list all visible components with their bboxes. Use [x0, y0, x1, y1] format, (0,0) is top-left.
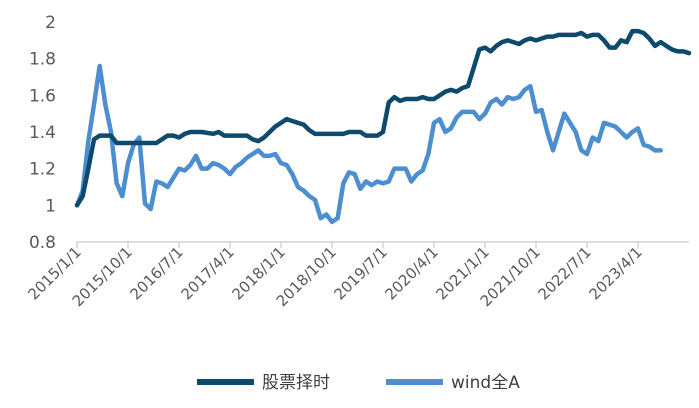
x-tick-label: 2020/4/1 [381, 243, 441, 303]
y-tick-label: 1.8 [29, 50, 56, 70]
x-tick-label: 2023/4/1 [585, 243, 645, 303]
series-line-1 [74, 28, 692, 208]
series-line-2 [74, 63, 663, 225]
legend: 股票择时 wind全A [197, 373, 520, 393]
y-tick-label: 2 [45, 13, 56, 33]
x-tick-label: 2017/4/1 [177, 243, 237, 303]
x-axis: 2015/1/12015/10/12016/7/12017/4/12018/1/… [24, 241, 689, 310]
y-tick-label: 0.8 [29, 233, 56, 253]
y-tick-label: 1.2 [29, 160, 56, 180]
x-tick-label: 2022/7/1 [534, 243, 594, 303]
series-layer [74, 28, 692, 225]
y-tick-label: 1 [45, 196, 56, 216]
legend-label-series-2: wind全A [451, 373, 520, 393]
y-tick-label: 1.6 [29, 86, 56, 106]
y-tick-label: 1.4 [29, 123, 56, 143]
legend-label-series-1: 股票择时 [262, 373, 330, 393]
x-tick-label: 2016/7/1 [126, 243, 186, 303]
x-tick-label: 2019/7/1 [330, 243, 390, 303]
y-axis: 0.8 1 1.2 1.4 1.6 1.8 2 [29, 13, 56, 253]
